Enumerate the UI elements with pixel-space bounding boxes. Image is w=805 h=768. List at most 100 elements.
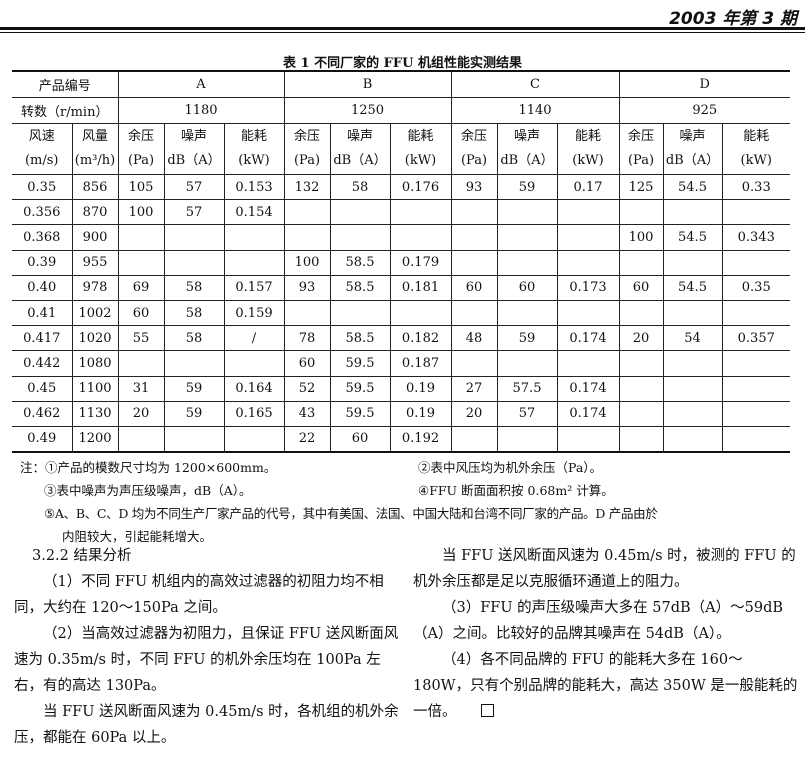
table-cell: 1002: [71, 299, 119, 327]
table-cell: [721, 350, 790, 377]
paragraph: 当 FFU 送风断面风速为 0.45m/s 时，各机组的机外余压，都能在 60P…: [14, 704, 399, 746]
table-cell: [389, 299, 452, 327]
column-header: 噪声 dB（A）: [329, 123, 391, 175]
table-cell: 59: [496, 325, 558, 352]
table-cell: [618, 249, 664, 276]
column-header-line: dB（A）: [500, 153, 554, 168]
table-cell: 0.41: [12, 299, 73, 327]
table-cell: [163, 350, 225, 377]
table-cell: [450, 224, 498, 251]
column-header: 噪声 dB（A）: [163, 123, 225, 175]
table-cell: 105: [117, 173, 165, 201]
column-header-line: 噪声: [180, 129, 207, 144]
paragraph-text: （4）各不同品牌的 FFU 的能耗大多在 160～180W，只有个别品牌的能耗大…: [413, 652, 798, 720]
column-header-line: 噪声: [679, 129, 706, 144]
table-cell: 60: [496, 274, 558, 301]
table-cell: 0.19: [389, 400, 452, 427]
table-row: 0.442 1080 60 59.5 0.187: [12, 350, 790, 377]
table-cell: 20: [117, 400, 165, 427]
table-cell: [556, 299, 620, 327]
table-cell: 0.417: [12, 325, 73, 352]
table-cell: 31: [117, 375, 165, 402]
column-header-line: 余压: [127, 129, 154, 144]
column-header: 余压 (Pa): [283, 123, 331, 175]
note-4: ④FFU 断面面积按 0.68m² 计算。: [418, 483, 614, 498]
paragraph: （3）FFU 的声压级噪声大多在 57dB（A）～59dB（A）之间。比较好的品…: [413, 600, 784, 642]
table-cell: 58: [163, 299, 225, 327]
paragraph: （2）当高效过滤器为初阻力，且保证 FFU 送风断面风速为 0.35m/s 时，…: [14, 626, 399, 694]
column-header: 噪声 dB（A）: [662, 123, 723, 175]
table-cell: 60: [117, 299, 165, 327]
table-row: 0.40 978 69 58 0.157 93 58.5 0.181 60 60 0.173 60 54…: [12, 274, 790, 301]
table-cell: [223, 350, 285, 377]
header-rule: [0, 27, 805, 30]
table-cell: 0.182: [389, 325, 452, 352]
table-cell: 1020: [71, 325, 119, 352]
table-cell: 54: [662, 325, 723, 352]
table-cell: 60: [450, 274, 498, 301]
table-cell: [450, 249, 498, 276]
header-rule-thin: [0, 32, 805, 33]
table-cell: 0.17: [556, 173, 620, 201]
table-cell: [662, 299, 723, 327]
table-cell: 57: [163, 173, 225, 201]
table-cell: 0.357: [721, 325, 790, 352]
table-notes: 注：①产品的模数尺寸均为 1200×600mm。 ②表中风压均为机外余压（Pa）。…: [20, 456, 658, 548]
table-cell: [283, 199, 331, 226]
column-header-line: 能耗: [574, 129, 601, 144]
table-cell: [662, 375, 723, 402]
table-cell: 0.176: [389, 173, 452, 201]
table-cell: 54.5: [662, 274, 723, 301]
speed-row: 转数（r/min） 1180 1250 1140 925: [12, 97, 790, 124]
table-cell: 93: [283, 274, 331, 301]
table-cell: 60: [618, 274, 664, 301]
table-cell: 58.5: [329, 274, 391, 301]
paragraph: 当 FFU 送风断面风速为 0.45m/s 时，被测的 FFU 的机外余压都是足…: [413, 548, 796, 590]
table-cell: [662, 350, 723, 377]
column-header-line: (kW): [238, 153, 270, 168]
table-cell: 0.181: [389, 274, 452, 301]
table-cell: 20: [618, 325, 664, 352]
column-header-line: dB（A）: [665, 153, 720, 168]
table-cell: 58: [163, 274, 225, 301]
table-cell: [721, 199, 790, 226]
speed-value: 1250: [283, 97, 452, 124]
table-cell: [450, 299, 498, 327]
table-cell: [389, 224, 452, 251]
table-cell: [556, 199, 620, 226]
table-cell: 0.45: [12, 375, 73, 402]
table-cell: [556, 350, 620, 377]
table-cell: 1080: [71, 350, 119, 377]
column-header: 能耗 (kW): [389, 123, 452, 175]
column-header: 风量 (m³/h): [71, 123, 119, 175]
table-cell: 0.174: [556, 375, 620, 402]
table-cell: [283, 299, 331, 327]
table-cell: 0.164: [223, 375, 285, 402]
table-cell: 48: [450, 325, 498, 352]
right-column: 当 FFU 送风断面风速为 0.45m/s 时，被测的 FFU 的机外余压都是足…: [413, 543, 798, 725]
table-cell: 58.5: [329, 325, 391, 352]
column-header-line: 能耗: [240, 129, 267, 144]
table-cell: 52: [283, 375, 331, 402]
column-header: 余压 (Pa): [618, 123, 664, 175]
table-cell: 955: [71, 249, 119, 276]
table-cell: 125: [618, 173, 664, 201]
table-cell: 1200: [71, 425, 119, 454]
column-header: 能耗 (kW): [223, 123, 285, 175]
column-header-line: dB（A）: [167, 153, 221, 168]
column-header-line: 余压: [460, 129, 487, 144]
column-header-line: (m³/h): [74, 153, 116, 168]
table-cell: [721, 425, 790, 454]
column-header: 能耗 (kW): [556, 123, 620, 175]
table-cell: 59.5: [329, 350, 391, 377]
table-cell: [496, 224, 558, 251]
column-header-line: 噪声: [346, 129, 373, 144]
product-label: 产品编号: [12, 70, 119, 98]
table-cell: 0.35: [12, 173, 73, 201]
column-header: 余压 (Pa): [450, 123, 498, 175]
table-cell: 58: [329, 173, 391, 201]
table-cell: 58.5: [329, 249, 391, 276]
product-B: B: [283, 70, 452, 98]
table-cell: 0.19: [389, 375, 452, 402]
table-cell: 93: [450, 173, 498, 201]
